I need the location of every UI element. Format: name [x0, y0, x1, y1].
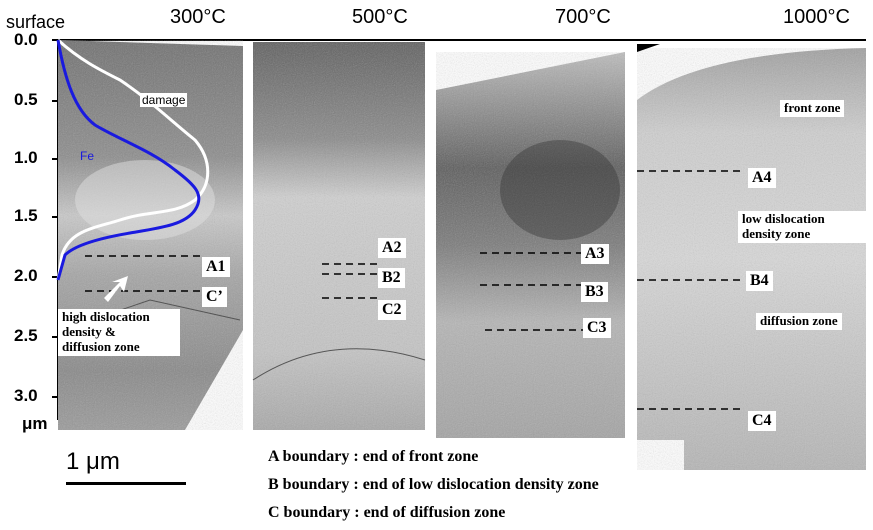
- boundary-a3: A3: [581, 244, 609, 265]
- boundary-lines: [85, 170, 745, 410]
- boundary-a2: A2: [378, 238, 406, 259]
- damage-curve: [56, 38, 210, 281]
- panel-1000c: [637, 44, 866, 470]
- boundary-b4: B4: [746, 271, 773, 292]
- boundary-a1: A1: [202, 257, 230, 278]
- boundary-c4: C4: [748, 411, 776, 432]
- zone-low-dislocation: low dislocation density zone: [738, 211, 868, 243]
- legend-a: A boundary : end of front zone: [268, 448, 479, 465]
- tick-2-0: 2.0: [14, 266, 38, 285]
- boundary-b2: B2: [378, 268, 405, 289]
- boundary-c3: C3: [583, 318, 611, 339]
- temp-700: 700°C: [555, 6, 611, 28]
- fe-curve: [56, 39, 201, 281]
- temp-300: 300°C: [170, 6, 226, 28]
- tick-1-0: 1.0: [14, 148, 38, 167]
- tick-2-5: 2.5: [14, 326, 38, 345]
- boundary-a4: A4: [748, 168, 776, 189]
- temp-1000: 1000°C: [783, 6, 850, 28]
- panel-500c: [252, 42, 426, 430]
- tick-1-5: 1.5: [14, 206, 38, 225]
- zone-high-dislocation: high dislocation density & diffusion zon…: [58, 309, 180, 356]
- boundary-c-prime: C’: [202, 287, 227, 308]
- damage-label: damage: [140, 93, 188, 107]
- legend-b: B boundary : end of low dislocation dens…: [268, 476, 599, 493]
- tick-3-0: 3.0: [14, 386, 38, 405]
- legend-c: C boundary : end of diffusion zone: [268, 504, 506, 521]
- tick-0: 0.0: [14, 30, 38, 49]
- surface-label: surface: [6, 12, 66, 32]
- axis-unit: μm: [22, 414, 48, 433]
- panel-700c: [436, 52, 625, 438]
- scale-bar-label: 1 μm: [66, 448, 120, 475]
- arrow-icon: [104, 276, 128, 302]
- fe-label: Fe: [80, 149, 95, 163]
- temp-500: 500°C: [352, 6, 408, 28]
- boundary-b3: B3: [581, 282, 608, 303]
- zone-diffusion: diffusion zone: [756, 313, 842, 330]
- tick-0-5: 0.5: [14, 90, 38, 109]
- zone-front: front zone: [780, 100, 845, 117]
- boundary-c2: C2: [378, 300, 406, 321]
- scale-bar: [66, 482, 186, 485]
